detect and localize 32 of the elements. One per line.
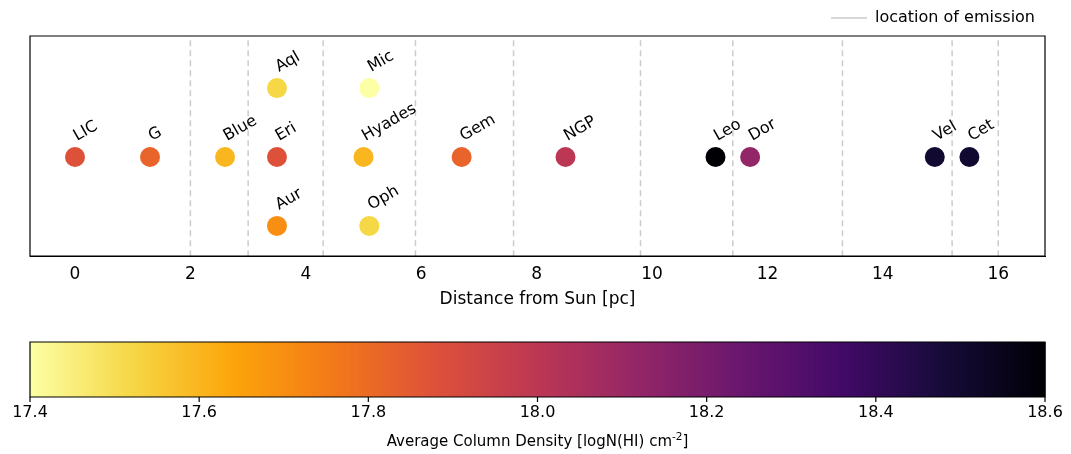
annotation: Aur	[271, 182, 306, 214]
color-bar-label: 17.6	[181, 402, 217, 422]
x-tick-label: 4	[300, 262, 312, 283]
legend-label: location of emission	[875, 7, 1035, 27]
annotation: Gem	[456, 109, 499, 145]
x-tick-label: 10	[641, 262, 663, 283]
color-bar-label: 18.2	[688, 402, 725, 422]
annotation: Leo	[710, 113, 744, 145]
color-bar-label: 17.8	[350, 402, 387, 422]
annotation: Eri	[271, 117, 300, 145]
annotation: Oph	[363, 180, 402, 214]
annotation: Aql	[271, 46, 303, 76]
annotation: Mic	[363, 45, 397, 76]
annotation: Blue	[219, 110, 260, 145]
color-bar-label: 17.4	[12, 402, 48, 422]
annotation: LIC	[69, 115, 101, 145]
x-tick-label: 12	[756, 262, 779, 283]
x-tick-label: 6	[415, 262, 427, 283]
annotation: Vel	[929, 116, 960, 145]
color-bar-label: 18.0	[519, 402, 556, 422]
annotation: NGP	[559, 110, 600, 145]
x-tick-label: 16	[987, 262, 1010, 283]
x-axis-title: Distance from Sun [pc]	[439, 288, 636, 309]
color-bar-label: 18.6	[1027, 402, 1063, 422]
x-tick-label: 2	[185, 262, 196, 283]
annotation: Cet	[963, 114, 998, 145]
annotation: G	[144, 121, 165, 145]
x-tick-label: 8	[531, 262, 543, 283]
x-tick-label: 14	[872, 262, 894, 283]
x-tick-label: 0	[69, 262, 81, 283]
annotation: Dor	[744, 113, 780, 145]
color-bar-label: 18.4	[858, 402, 894, 422]
